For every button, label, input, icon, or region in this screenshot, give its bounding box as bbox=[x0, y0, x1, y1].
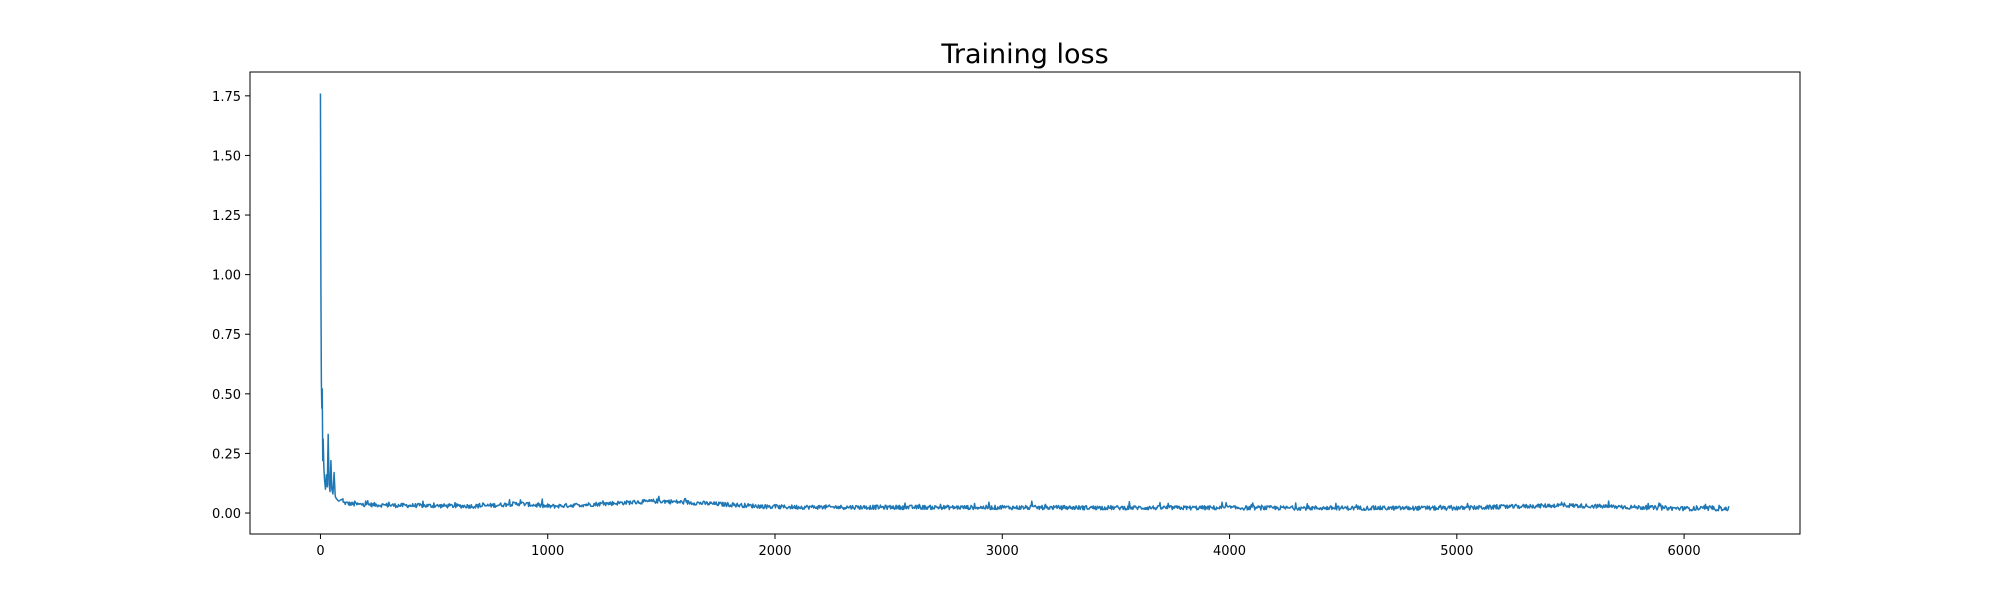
y-tick-label: 1.00 bbox=[212, 269, 241, 284]
y-tick-label: 1.50 bbox=[212, 149, 241, 164]
axes-frame bbox=[249, 71, 1801, 535]
y-tick-label: 1.25 bbox=[212, 209, 241, 224]
y-tick-label: 0.50 bbox=[212, 388, 241, 403]
x-tick-label: 0 bbox=[316, 544, 324, 559]
chart-title: Training loss bbox=[940, 39, 1108, 70]
plot-area: 0 1000 2000 3000 4000 5000 6000 0.000.250.500.… bbox=[212, 71, 1801, 559]
x-tick-label: 5000 bbox=[1440, 544, 1473, 559]
x-tick-label: 3000 bbox=[986, 544, 1019, 559]
y-axis: 0.00 0.25 0.50 0.75 1.00 1.25 1.50 1.75 bbox=[212, 90, 250, 522]
data-layer bbox=[319, 93, 1730, 512]
x-tick-label: 6000 bbox=[1668, 544, 1701, 559]
x-tick-label: 1000 bbox=[531, 544, 564, 559]
y-tick-label: 0.00 bbox=[212, 507, 241, 522]
x-axis: 0 1000 2000 3000 4000 5000 6000 bbox=[316, 534, 1701, 559]
loss-series-line bbox=[319, 93, 1730, 512]
y-tick-label: 0.25 bbox=[212, 447, 241, 462]
y-tick-label: 0.75 bbox=[212, 328, 241, 343]
y-tick-label: 1.75 bbox=[212, 90, 241, 105]
x-tick-label: 2000 bbox=[758, 544, 791, 559]
x-tick-label: 4000 bbox=[1213, 544, 1246, 559]
